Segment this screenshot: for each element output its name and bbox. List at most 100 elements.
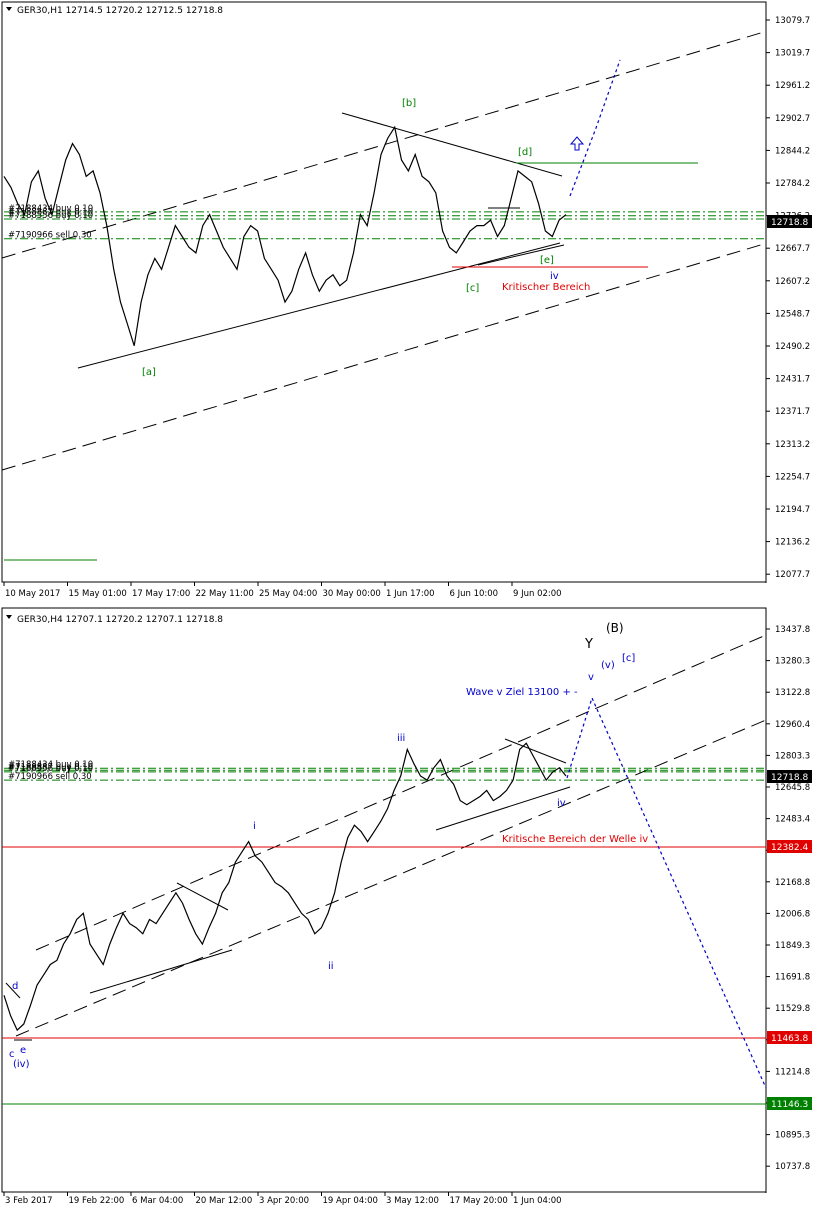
h4-last-price: 12718.8: [771, 773, 808, 783]
price-tick-label: 12313.2: [775, 440, 810, 450]
h4-triangle-base: [435, 786, 571, 831]
wave-label-iii: iii: [397, 733, 405, 744]
h4-price-ticks: 13437.8 13280.3 13122.8 12960.4 12803.3 12645…: [766, 625, 810, 1172]
h4-header: GER30,H4 12707.1 12720.2 12707.1 12718.8: [17, 615, 223, 625]
h1-price-ticks: 13079.7 13019.7 12961.2 12902.7 12844.2 12784…: [766, 16, 810, 580]
price-tick-label: 12371.7: [775, 407, 810, 417]
h4-order-lines: #7188434 buy 0.10#7188887 buy 0.10#71885…: [4, 760, 764, 782]
price-tick-label: 12490.2: [775, 342, 810, 352]
h1-price-series: [3, 125, 567, 346]
h4-triangle-top: [504, 738, 567, 764]
price-tick-label: 11529.8: [775, 1004, 810, 1014]
h4-level-tag-12382: [767, 840, 812, 853]
price-tick-label: 12607.2: [775, 277, 810, 287]
wave-label-ii: ii: [328, 961, 334, 972]
wave-label-d: [d]: [518, 147, 532, 158]
price-tick-label: 12960.4: [775, 720, 810, 730]
price-tick-label: 12645.8: [775, 783, 810, 793]
wave-label-e: [e]: [540, 255, 554, 266]
h1-support-line: [77, 242, 561, 369]
price-tick-label: 12431.7: [775, 375, 810, 385]
order-label: #7188556 buy 0.10: [8, 211, 93, 221]
time-tick-label: 3 Apr 20:00: [259, 1196, 309, 1206]
price-tick-label: 13122.8: [775, 688, 810, 698]
h4-price-series: [3, 742, 567, 1032]
h4-last-price-tag: [767, 770, 812, 783]
time-tick-label: 15 May 01:00: [69, 589, 127, 599]
wave-label-c-bracket: [c]: [622, 653, 635, 664]
time-tick-label: 6 Mar 04:00: [132, 1196, 183, 1206]
wave-target-label: Wave v Ziel 13100 + -: [466, 687, 578, 698]
time-tick-label: 17 May 20:00: [450, 1196, 508, 1206]
price-tick-label: 12667.7: [775, 244, 810, 254]
price-tick-label: 12784.2: [775, 179, 810, 189]
time-tick-label: 3 Feb 2017: [5, 1196, 53, 1206]
h1-chart-panel: 13079.7 13019.7 12961.2 12902.7 12844.2 12784…: [1, 1, 812, 599]
wave-label-e-small: e: [20, 1045, 26, 1056]
price-tick-label: 12136.2: [775, 538, 810, 548]
up-arrow-icon: [569, 136, 585, 151]
price-tick-label: 12902.7: [775, 114, 810, 124]
price-tick-label: 12168.8: [775, 878, 810, 888]
wave-label-v5: (v): [601, 660, 615, 671]
wave-label-iv-paren: (iv): [13, 1059, 30, 1070]
wave-label-iv: iv: [550, 271, 559, 282]
h4-level-tag-11146: [767, 1097, 812, 1110]
price-tick-label: 13019.7: [775, 49, 810, 59]
time-tick-label: 17 May 17:00: [132, 589, 190, 599]
order-label: #7188434 buy 0.10: [8, 760, 93, 770]
wave-label-v: v: [588, 672, 594, 683]
h1-projection-line: [569, 59, 621, 197]
price-tick-label: 12006.8: [775, 909, 810, 919]
h4-projection-line: [566, 696, 767, 1089]
time-tick-label: 19 Apr 04:00: [323, 1196, 378, 1206]
price-tick-label: 13437.8: [775, 625, 810, 635]
wave-label-a: [a]: [142, 367, 156, 378]
h4-chart-panel: 13437.8 13280.3 13122.8 12960.4 12803.3 12645…: [1, 607, 812, 1206]
wave-label-c: [c]: [466, 283, 479, 294]
price-tick-label: 12254.7: [775, 472, 810, 482]
order-label: #7188887 buy 0.10: [8, 208, 93, 218]
h4-level-tag-11463: [767, 1031, 812, 1044]
wave-label-b: [b]: [402, 98, 416, 109]
critical-zone-wave-iv-label: Kritische Bereich der Welle iv: [502, 834, 648, 845]
time-tick-label: 22 May 11:00: [196, 589, 254, 599]
wave-label-B: (B): [606, 621, 624, 635]
price-tick-label: 11214.8: [775, 1067, 810, 1077]
price-tick-label: 12961.2: [775, 81, 810, 91]
price-tick-label: 10895.3: [775, 1131, 810, 1141]
price-tick-label: 12077.7: [775, 570, 810, 580]
price-tick-label: 11849.3: [775, 941, 810, 951]
wave-label-c-small: c: [9, 1049, 15, 1060]
h4-level-price-11463: 11463.8: [771, 1034, 808, 1044]
h1-last-price: 12718.8: [771, 218, 808, 228]
h1-header: GER30,H1 12714.5 12720.2 12712.5 12718.8: [17, 6, 223, 16]
time-tick-label: 25 May 04:00: [259, 589, 317, 599]
h4-channel-upper: [35, 634, 767, 951]
price-tick-label: 12548.7: [775, 309, 810, 319]
critical-zone-label: Kritischer Bereich: [502, 282, 590, 293]
price-tick-label: 12483.4: [775, 815, 810, 825]
time-tick-label: 10 May 2017: [5, 589, 60, 599]
dropdown-icon[interactable]: [6, 7, 12, 11]
time-tick-label: 30 May 00:00: [323, 589, 381, 599]
dropdown-icon[interactable]: [6, 615, 12, 619]
h1-time-ticks: 10 May 2017 15 May 01:00 17 May 17:00 22 Ma…: [3, 582, 562, 599]
h1-plot-area: [1, 1, 767, 583]
price-tick-label: 13079.7: [775, 16, 810, 26]
wave-label-d-small: d: [12, 981, 18, 992]
h1-order-lines: #7188434 buy 0.10#7188887 buy 0.10#71885…: [4, 204, 764, 241]
wave-label-Y: Y: [584, 637, 593, 652]
order-label: #7188556 buy 0.10: [8, 764, 93, 774]
h4-small-trend-1: [89, 949, 233, 994]
price-tick-label: 12803.3: [775, 751, 810, 761]
price-tick-label: 10737.8: [775, 1162, 810, 1172]
price-tick-label: 13280.3: [775, 657, 810, 667]
time-tick-label: 20 Mar 12:00: [196, 1196, 253, 1206]
h4-plot-area: [1, 607, 767, 1193]
h1-resistance-line: [341, 112, 563, 177]
time-tick-label: 1 Jun 17:00: [386, 589, 435, 599]
price-tick-label: 12844.2: [775, 146, 810, 156]
price-tick-label: 11691.8: [775, 973, 810, 983]
